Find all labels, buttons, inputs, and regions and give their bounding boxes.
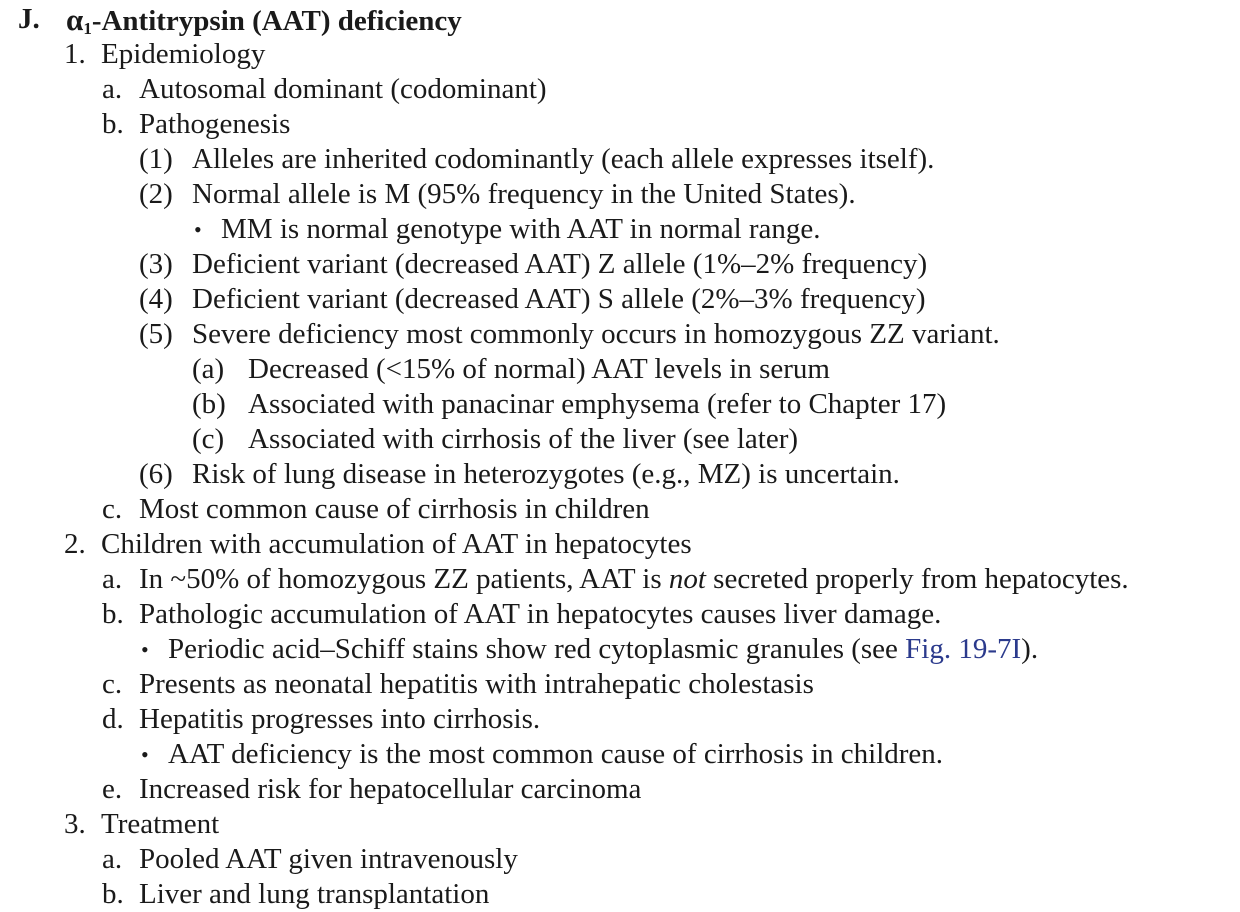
item-label: 3.: [64, 808, 86, 840]
item-text: Periodic acid–Schiff stains show red cyt…: [168, 632, 1038, 667]
item-text: MM is normal genotype with AAT in normal…: [221, 213, 821, 245]
heading-title-text: -Antitrypsin (AAT) deficiency: [91, 5, 462, 37]
text-segment: Periodic acid–Schiff stains show red cyt…: [168, 633, 906, 665]
bullet-icon: •: [141, 742, 149, 767]
item-label: b.: [102, 108, 124, 140]
item-label: (3): [139, 248, 173, 280]
item-text: Epidemiology: [101, 38, 266, 70]
item-label: (c): [192, 423, 225, 455]
item-label: (4): [139, 283, 173, 315]
item-text: Associated with panacinar emphysema (ref…: [248, 388, 947, 420]
item-label: 2.: [64, 528, 86, 560]
item-text: Risk of lung disease in heterozygotes (e…: [192, 458, 900, 490]
item-text: Deficient variant (decreased AAT) Z alle…: [192, 248, 928, 280]
item-label: d.: [102, 703, 124, 735]
item-text: Associated with cirrhosis of the liver (…: [248, 423, 799, 455]
bullet-icon: •: [141, 637, 149, 662]
item-text: Most common cause of cirrhosis in childr…: [139, 493, 650, 525]
item-text: Children with accumulation of AAT in hep…: [101, 528, 692, 560]
item-text: Pathologic accumulation of AAT in hepato…: [139, 598, 942, 630]
item-label: a.: [102, 73, 123, 105]
item-label: (6): [139, 458, 173, 490]
item-text: Deficient variant (decreased AAT) S alle…: [192, 283, 926, 315]
item-text: AAT deficiency is the most common cause …: [168, 738, 944, 770]
item-label: (2): [139, 178, 173, 210]
emphasis-text: not: [668, 563, 706, 595]
item-text: Autosomal dominant (codominant): [139, 73, 547, 105]
item-text: Increased risk for hepatocellular carcin…: [139, 773, 642, 805]
item-label: (b): [192, 388, 226, 420]
text-segment: secreted properly from hepatocytes.: [705, 563, 1129, 595]
item-text: Normal allele is M (95% frequency in the…: [192, 178, 856, 210]
heading-title: α1-Antitrypsin (AAT) deficiency: [66, 2, 462, 46]
item-label: 1.: [64, 38, 86, 70]
item-label: b.: [102, 878, 124, 910]
item-label: a.: [102, 563, 123, 595]
item-label: c.: [102, 493, 123, 525]
item-label: a.: [102, 843, 123, 875]
item-text: Severe deficiency most commonly occurs i…: [192, 318, 1000, 350]
item-text: Presents as neonatal hepatitis with intr…: [139, 668, 814, 700]
heading-alpha: α: [66, 2, 84, 37]
item-text: Hepatitis progresses into cirrhosis.: [139, 703, 541, 735]
item-text: In ~50% of homozygous ZZ patients, AAT i…: [139, 562, 1129, 597]
item-label: (1): [139, 143, 173, 175]
item-label: c.: [102, 668, 123, 700]
item-text: Treatment: [101, 808, 220, 840]
item-text: Pooled AAT given intravenously: [139, 843, 518, 875]
text-segment: In ~50% of homozygous ZZ patients, AAT i…: [139, 563, 669, 595]
item-label: (a): [192, 353, 225, 385]
text-segment: ).: [1021, 633, 1039, 665]
item-text: Decreased (<15% of normal) AAT levels in…: [248, 353, 830, 385]
bullet-icon: •: [194, 217, 202, 242]
item-label: b.: [102, 598, 124, 630]
figure-link[interactable]: Fig. 19-7I: [905, 633, 1022, 665]
item-label: (5): [139, 318, 173, 350]
item-text: Alleles are inherited codominantly (each…: [192, 143, 935, 175]
heading-subscript: 1: [83, 19, 92, 38]
item-text: Pathogenesis: [139, 108, 291, 140]
item-label: e.: [102, 773, 123, 805]
item-text: Liver and lung transplantation: [139, 878, 490, 910]
heading-label: J.: [18, 3, 40, 35]
